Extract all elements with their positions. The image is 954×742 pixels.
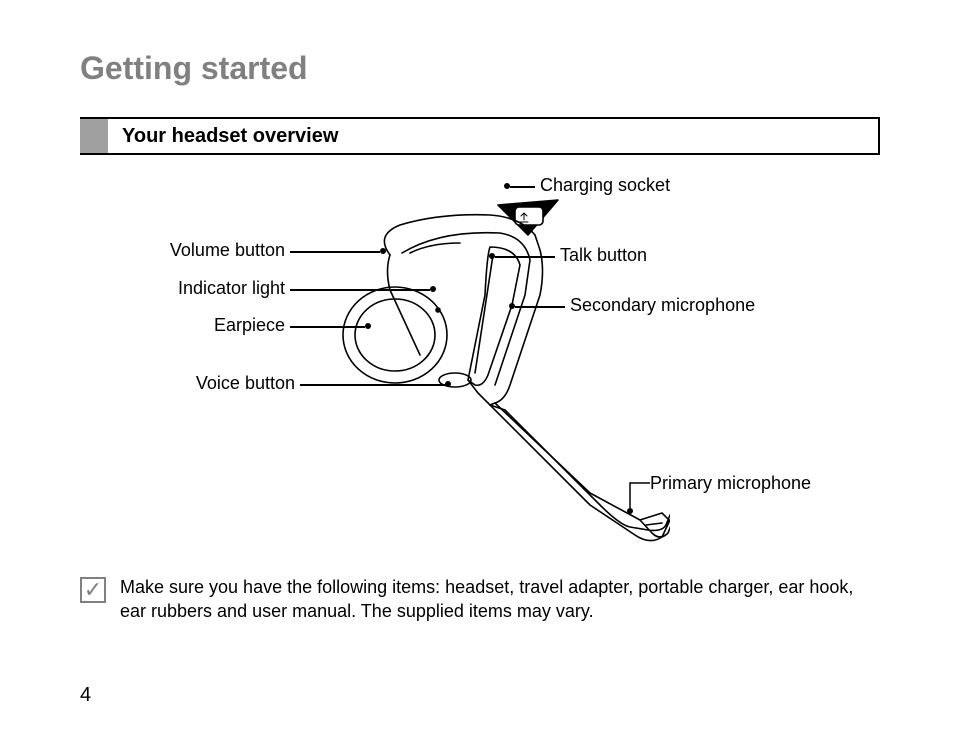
section-accent-block [80,119,108,153]
leader-dot [504,183,510,189]
page-number: 4 [80,684,91,707]
leader-dot [509,303,515,309]
note-box: ✓ Make sure you have the following items… [80,575,880,624]
label-primary-mic: Primary microphone [650,473,811,494]
label-volume-button: Volume button [155,240,285,261]
page-title: Getting started [80,50,880,87]
leader-line [290,251,380,253]
leader-line [290,326,365,328]
label-indicator-light: Indicator light [155,278,285,299]
leader-dot [489,253,495,259]
headset-diagram: Volume button Indicator light Earpiece V… [80,165,880,565]
label-charging-socket: Charging socket [540,175,670,196]
leader-hook [625,473,655,513]
leader-line [515,306,565,308]
leader-dot [380,248,386,254]
leader-line [300,384,445,386]
headset-illustration [290,175,670,555]
leader-line [495,256,555,258]
leader-dot [627,508,633,514]
manual-page: Getting started Your headset overview [80,50,880,624]
label-secondary-mic: Secondary microphone [570,295,755,316]
leader-dot [430,286,436,292]
section-header: Your headset overview [80,117,880,155]
leader-line [290,289,430,291]
label-voice-button: Voice button [175,373,295,394]
note-text: Make sure you have the following items: … [120,575,880,624]
label-talk-button: Talk button [560,245,647,266]
leader-dot [365,323,371,329]
label-earpiece: Earpiece [195,315,285,336]
section-title: Your headset overview [108,119,338,153]
leader-dot [445,381,451,387]
checkmark-icon: ✓ [80,577,106,603]
leader-line [510,186,535,188]
